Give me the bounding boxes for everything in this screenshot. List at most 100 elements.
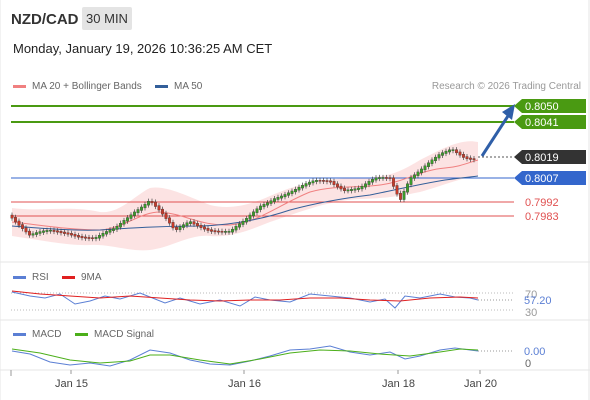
candle-body [441,152,444,156]
candle-body [248,214,252,220]
candle-body [199,224,203,228]
svg-text:0.8050: 0.8050 [525,101,559,113]
candle-body [294,188,297,193]
price-label-0.8019: 0.8019 [514,150,586,164]
candle-body [63,231,66,234]
rsi-swatch-icon [13,275,26,279]
candle-body [227,231,231,233]
candle-body [339,185,343,190]
candle-body [353,188,357,191]
candle-body [56,230,59,233]
candle-body [189,221,192,224]
ma20-swatch-icon [13,84,26,88]
candle-body [31,233,35,236]
macd-zero: 0 [525,358,531,370]
candle-body [406,183,409,193]
candle-body [472,158,476,161]
candle-body [105,231,108,235]
candle-body [458,151,462,156]
ma50-line [11,175,479,231]
candle-body [416,171,420,176]
candle-body [115,226,119,230]
candle-body [385,177,388,179]
candle-body [147,201,150,206]
candle-body [318,180,322,182]
candle-body [283,194,287,198]
candle-body [287,192,290,196]
candle-body [126,217,129,222]
legend-rsi-9ma: 9MA [62,272,102,284]
candle-body [154,201,157,207]
timestamp: Monday, January 19, 2026 10:36:25 AM CET [13,41,273,56]
candle-body [129,214,133,219]
price-label-0.8050: 0.8050 [514,99,586,113]
candle-body [269,200,273,204]
candle-body [462,154,465,158]
candle-body [21,224,24,229]
legend-macd-label: MACD [32,329,62,340]
candle-body [343,187,346,192]
x-axis: Jan 15 Jan 16 Jan 18 Jan 20 [10,370,497,390]
candle-body [413,174,416,179]
candle-body [157,205,161,211]
macd-signal-line [11,348,479,365]
legend-macd: MACD [13,329,61,341]
legend-rsi: RSI [13,272,49,284]
svg-text:0.8019: 0.8019 [525,152,559,164]
candle-body [420,168,423,174]
candle-body [84,236,87,239]
candle-body [357,187,360,190]
candle-body [192,221,196,225]
candle-body [94,237,98,239]
candle-body [143,204,147,209]
candle-body [196,223,199,227]
candle-body [350,189,353,191]
candle-body [346,189,350,192]
candle-body [430,159,434,164]
candle-body [360,186,364,190]
candle-body [304,183,308,187]
candle-body [66,232,70,235]
candle-body [171,222,175,229]
candle-body [469,157,472,160]
candle-body [49,229,52,232]
candle-body [455,149,458,154]
candle-body [423,165,427,171]
candle-body [112,228,115,231]
rsi-9ma-swatch-icon [62,275,75,279]
credit-text: Research © 2026 Trading Central [431,81,581,92]
candle-body [266,202,269,206]
candle-body [10,214,14,219]
candle-body [259,205,262,210]
candle-body [332,181,336,185]
candle-body [381,177,385,179]
candle-body [210,229,213,232]
candle-body [388,177,392,179]
rsi-panel: 70 30 57.20 [11,289,552,319]
candle-body [28,230,31,236]
candle-body [185,222,189,226]
candle-body [329,180,332,183]
candle-body [451,149,455,151]
candle-body [87,237,91,239]
candle-body [35,232,38,235]
candle-body [98,235,101,239]
svg-text:0.8007: 0.8007 [525,173,559,185]
candle-body [374,177,378,181]
candle-body [161,208,164,215]
candle-body [164,213,168,219]
candle-body [297,186,301,191]
candle-body [465,156,469,160]
forecast-arrow [480,115,510,157]
timeframe-badge[interactable]: 30 MIN [82,7,132,30]
candle-body [122,220,126,225]
candle-body [17,220,21,226]
macd-panel: 0.00 0 [11,345,545,370]
candle-body [178,226,182,230]
candle-body [399,192,402,200]
legend-ma20-label: MA 20 + Bollinger Bands [32,81,142,92]
candle-body [182,224,185,228]
candle-body [213,230,217,233]
